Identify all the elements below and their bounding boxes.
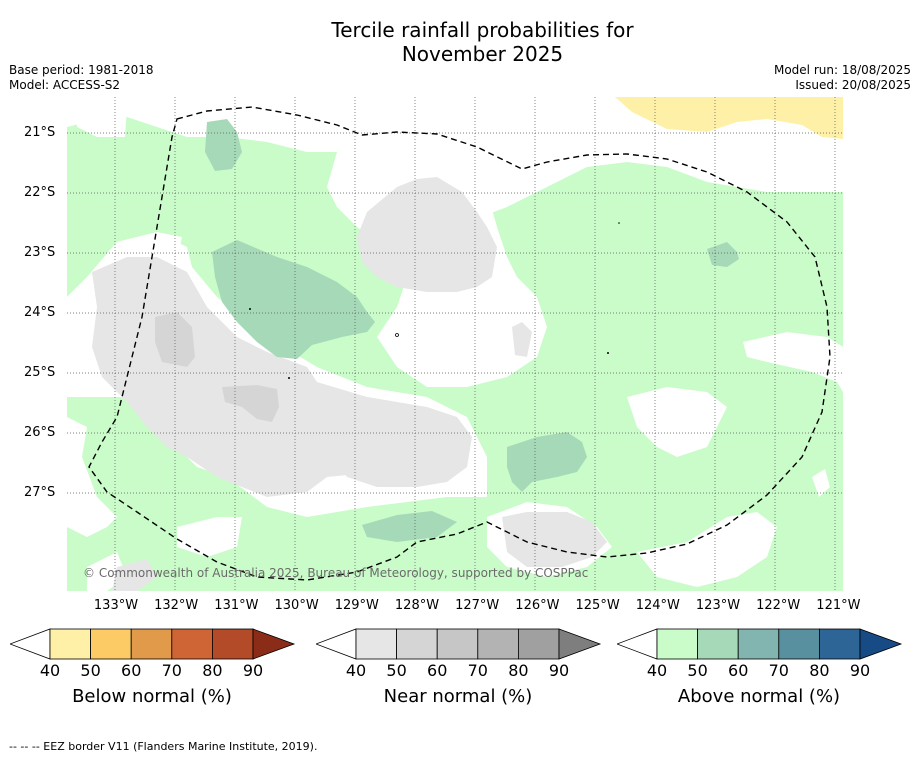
island-markers xyxy=(249,222,620,379)
colorbar-tick-label: 90 xyxy=(849,661,871,680)
below-normal-40-50-regions xyxy=(615,97,843,139)
lon-label: 132°W xyxy=(154,598,199,613)
lat-label: 27°S xyxy=(24,485,56,500)
colorbar-label: Below normal (%) xyxy=(72,686,232,707)
colorbar-swatch xyxy=(517,628,560,660)
colorbar-above xyxy=(617,628,903,660)
colorbar-near xyxy=(316,628,602,660)
colorbar-extend-high xyxy=(558,628,602,660)
colorbar-extend-low xyxy=(10,628,51,660)
colorbar-tick-label: 50 xyxy=(80,661,101,680)
colorbar-tick-label: 60 xyxy=(427,661,448,680)
title-line-2: November 2025 xyxy=(401,42,564,66)
map-panel xyxy=(67,97,843,591)
meta-left: Base period: 1981-2018 Model: ACCESS-S2 xyxy=(9,63,154,93)
title-line-1: Tercile rainfall probabilities for xyxy=(331,18,634,42)
lon-label: 122°W xyxy=(756,598,801,613)
lon-label: 129°W xyxy=(334,598,379,613)
colorbar-tick-label: 70 xyxy=(768,661,789,680)
colorbar-tick-label: 50 xyxy=(386,661,407,680)
lat-label: 21°S xyxy=(24,125,56,140)
map-gridlines xyxy=(67,97,843,591)
model-run: Model run: 18/08/2025 xyxy=(773,63,911,77)
colorbar-extend-high xyxy=(859,628,903,660)
colorbar-tick-label: 40 xyxy=(646,661,668,680)
colorbar-swatch xyxy=(171,628,213,660)
colorbar-extend-low xyxy=(617,628,658,660)
colorbar-swatch xyxy=(436,628,479,660)
lon-label: 124°W xyxy=(635,598,680,613)
near-normal-50-60-regions xyxy=(155,312,279,422)
lat-label: 26°S xyxy=(24,425,56,440)
lon-label: 123°W xyxy=(695,598,741,613)
colorbar-tick-label: 80 xyxy=(508,661,529,680)
lon-label: 128°W xyxy=(394,598,440,613)
lon-label: 131°W xyxy=(214,598,259,613)
colorbar-tick-label: 60 xyxy=(121,661,142,680)
colorbar-extend-low xyxy=(316,628,357,660)
meta-right: Model run: 18/08/2025 Issued: 20/08/2025 xyxy=(774,63,911,93)
colorbar-swatch xyxy=(90,628,132,660)
lon-label: 127°W xyxy=(455,598,500,613)
lat-label: 23°S xyxy=(24,245,56,260)
colorbar-tick-label: 90 xyxy=(548,661,570,680)
colorbar-tick-label: 70 xyxy=(467,661,488,680)
colorbar-tick-label: 60 xyxy=(728,661,749,680)
colorbar-tick-label: 50 xyxy=(687,661,708,680)
base-period: Base period: 1981-2018 xyxy=(9,63,154,77)
lon-label: 130°W xyxy=(274,598,319,613)
map-title: Tercile rainfall probabilities for Novem… xyxy=(250,18,715,66)
colorbar-swatch xyxy=(778,628,820,660)
colorbar-swatch xyxy=(211,628,254,660)
colorbar-swatch xyxy=(818,628,861,660)
colorbar-tick-label: 80 xyxy=(809,661,830,680)
colorbar-swatch xyxy=(477,628,519,660)
colorbar-tick-label: 70 xyxy=(161,661,182,680)
colorbar-tick-label: 40 xyxy=(345,661,367,680)
copyright-note: © Commonwealth of Australia 2025, Bureau… xyxy=(83,566,589,580)
colorbar-tick-label: 40 xyxy=(39,661,61,680)
colorbar-below xyxy=(10,628,296,660)
colorbar-tick-label: 80 xyxy=(202,661,223,680)
lon-label: 126°W xyxy=(515,598,560,613)
eez-footnote: -- -- -- EEZ border V11 (Flanders Marine… xyxy=(9,740,318,753)
above-normal-50-60-regions xyxy=(205,119,739,542)
model-name: Model: ACCESS-S2 xyxy=(9,78,121,92)
colorbar-label: Above normal (%) xyxy=(677,686,841,707)
lat-label: 24°S xyxy=(24,305,56,320)
lat-label: 25°S xyxy=(24,365,56,380)
lon-label: 121°W xyxy=(816,598,861,613)
colorbar-swatch xyxy=(130,628,173,660)
colorbar-extend-high xyxy=(252,628,296,660)
eez-border xyxy=(88,106,831,581)
lon-label: 133°W xyxy=(93,598,139,613)
colorbar-swatch xyxy=(697,628,739,660)
lat-label: 22°S xyxy=(24,185,56,200)
colorbar-swatch xyxy=(355,628,397,660)
colorbar-tick-label: 90 xyxy=(242,661,264,680)
colorbar-swatch xyxy=(396,628,438,660)
map-svg xyxy=(67,97,843,591)
lon-label: 125°W xyxy=(575,598,620,613)
colorbar-swatch xyxy=(49,628,91,660)
colorbar-swatch xyxy=(737,628,780,660)
issued-date: Issued: 20/08/2025 xyxy=(795,78,911,92)
colorbar-label: Near normal (%) xyxy=(383,686,533,707)
colorbar-swatch xyxy=(656,628,698,660)
